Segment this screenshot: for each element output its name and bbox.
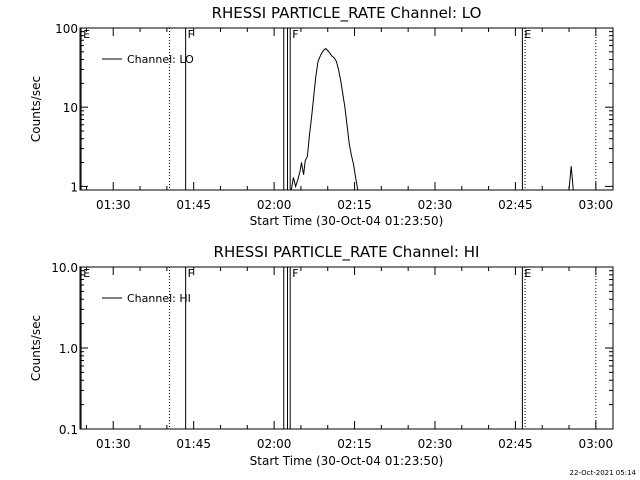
x-tick-label: 01:45	[176, 198, 211, 212]
legend-label: Channel: HI	[127, 292, 191, 305]
panel-hi-channel: RHESSI PARTICLE_RATE Channel: HI 01:30 01:…	[29, 243, 614, 468]
x-axis-label: Start Time (30-Oct-04 01:23:50)	[250, 214, 444, 228]
x-tick-label: 02:00	[257, 198, 292, 212]
x-tick-label: 03:00	[579, 437, 614, 451]
x-tick-label: 01:30	[96, 437, 131, 451]
x-tick-label: 01:30	[96, 198, 131, 212]
legend-label: Channel: LO	[127, 53, 194, 66]
flag-label: E	[524, 267, 531, 280]
x-axis-label: Start Time (30-Oct-04 01:23:50)	[250, 454, 444, 468]
flag-label: E	[83, 28, 90, 41]
series-line-segment	[568, 166, 574, 191]
x-tick-label: 02:15	[337, 437, 372, 451]
x-tick-label: 02:00	[257, 437, 292, 451]
y-axis-label: Counts/sec	[29, 315, 43, 381]
y-tick-label: 1	[70, 180, 78, 194]
panel-lo-channel: RHESSI PARTICLE_RATE Channel: LO 01:30 01:…	[29, 4, 614, 228]
x-tick-label: 02:45	[498, 437, 533, 451]
plot-frame	[79, 27, 614, 191]
flag-label: F	[188, 28, 194, 41]
y-axis-label: Counts/sec	[29, 76, 43, 142]
y-tick-label: 0.1	[59, 423, 78, 437]
x-tick-label: 02:30	[418, 437, 453, 451]
x-tick-label: 01:45	[176, 437, 211, 451]
chart-title: RHESSI PARTICLE_RATE Channel: LO	[212, 4, 482, 23]
flag-label: E	[524, 28, 531, 41]
chart-title: RHESSI PARTICLE_RATE Channel: HI	[214, 243, 480, 262]
flag-label: F	[188, 267, 194, 280]
y-tick-label: 10.0	[51, 261, 78, 275]
y-tick-label: 10	[63, 101, 78, 115]
x-tick-label: 03:00	[579, 198, 614, 212]
flag-label: F	[292, 28, 298, 41]
x-tick-label: 02:15	[337, 198, 372, 212]
flag-label: E	[83, 267, 90, 280]
y-tick-label: 1.0	[59, 342, 78, 356]
flag-label: F	[292, 267, 298, 280]
series-line-segment	[290, 47, 359, 191]
x-tick-label: 02:30	[418, 198, 453, 212]
y-tick-label: 100	[55, 22, 78, 36]
x-tick-label: 02:45	[498, 198, 533, 212]
generation-timestamp: 22-Oct-2021 05:14	[570, 469, 637, 477]
